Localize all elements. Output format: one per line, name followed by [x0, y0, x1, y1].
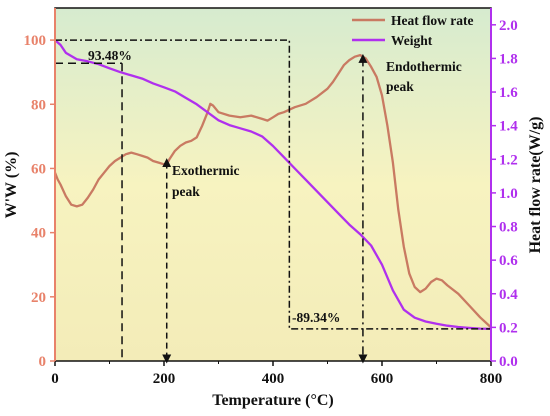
x-tick-label: 0 — [51, 371, 59, 387]
left-tick-label: 40 — [31, 226, 46, 242]
right-tick-label: 1.2 — [499, 152, 518, 168]
annotation-weight-start: 93.48% — [88, 48, 132, 63]
left-axis-title: W'W (%) — [3, 152, 20, 219]
left-tick-label: 60 — [31, 161, 46, 177]
right-axis-title: Heat flow rate(W/g) — [527, 117, 544, 254]
right-tick-label: 0.8 — [499, 220, 518, 236]
x-tick-label: 400 — [262, 371, 285, 387]
x-tick-label: 600 — [371, 371, 394, 387]
legend-label-weight: Weight — [391, 33, 433, 48]
x-axis-ticks: 0 200 400 600 800 — [51, 361, 502, 387]
x-tick-label: 200 — [153, 371, 176, 387]
x-axis-title: Temperature (°C) — [212, 392, 333, 409]
right-tick-label: 2.0 — [499, 18, 518, 34]
left-tick-label: 0 — [39, 354, 47, 370]
weight-loss-bracket — [55, 39, 491, 330]
right-tick-label: 1.8 — [499, 51, 518, 67]
legend: Heat flow rate Weight — [352, 13, 473, 48]
annotation-exothermic-line2: peak — [172, 184, 200, 199]
annotation-weight-end: -89.34% — [292, 310, 340, 325]
left-tick-label: 80 — [31, 97, 46, 113]
annotation-exothermic-line1: Exothermic — [172, 163, 239, 178]
left-tick-label: 20 — [31, 290, 46, 306]
annotation-endothermic-line1: Endothermic — [386, 59, 462, 74]
right-tick-label: 1.4 — [499, 119, 518, 135]
right-tick-label: 0.0 — [499, 354, 518, 370]
right-tick-label: 1.0 — [499, 186, 518, 202]
left-axis-ticks: 0 20 40 60 80 100 — [24, 33, 55, 370]
legend-label-heat-flow: Heat flow rate — [391, 13, 473, 28]
annotation-layer — [55, 39, 491, 364]
x-tick-label: 800 — [480, 371, 503, 387]
series-layer — [53, 39, 492, 331]
right-tick-label: 0.2 — [499, 320, 518, 336]
series-line-weight — [54, 39, 492, 331]
right-tick-label: 0.4 — [499, 287, 518, 303]
right-tick-label: 0.6 — [499, 253, 518, 269]
right-axis-ticks: 0.0 0.2 0.4 0.6 0.8 1.0 1.2 1.4 1.6 1.8 2.0 — [491, 18, 518, 370]
left-tick-label: 100 — [24, 33, 47, 49]
series-line-heat-flow — [53, 53, 492, 329]
right-tick-label: 1.6 — [499, 85, 518, 101]
annotation-endothermic-line2: peak — [386, 79, 414, 94]
plot-area — [55, 8, 491, 361]
